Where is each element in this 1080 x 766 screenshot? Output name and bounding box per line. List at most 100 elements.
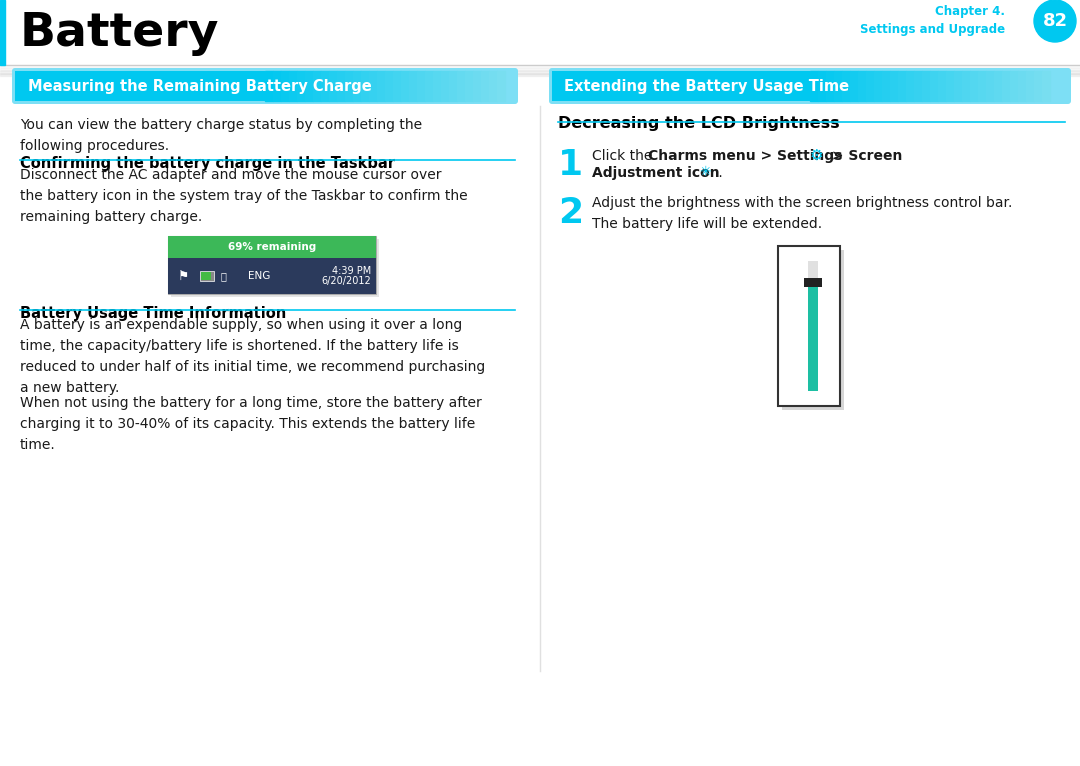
Bar: [143, 71, 148, 101]
Text: ✳: ✳: [699, 165, 711, 179]
Text: When not using the battery for a long time, store the battery after
charging it : When not using the battery for a long ti…: [21, 396, 482, 452]
Bar: [306, 71, 311, 101]
Bar: [489, 71, 497, 101]
Text: 82: 82: [1042, 12, 1067, 30]
Bar: [297, 71, 305, 101]
Bar: [962, 71, 970, 101]
Bar: [834, 71, 842, 101]
Bar: [191, 71, 195, 101]
Bar: [329, 71, 337, 101]
Bar: [85, 71, 90, 101]
Bar: [71, 71, 76, 101]
Text: > Screen: > Screen: [827, 149, 903, 163]
Bar: [345, 71, 353, 101]
Bar: [296, 71, 301, 101]
Bar: [313, 71, 321, 101]
Bar: [325, 71, 330, 101]
Text: Disconnect the AC adapter and move the mouse cursor over
the battery icon in the: Disconnect the AC adapter and move the m…: [21, 168, 468, 224]
Bar: [393, 71, 401, 101]
FancyBboxPatch shape: [549, 68, 1071, 104]
Bar: [401, 71, 409, 101]
Bar: [119, 71, 123, 101]
Bar: [369, 71, 377, 101]
Bar: [455, 71, 460, 101]
Bar: [76, 71, 80, 101]
Bar: [0, 64, 1080, 65]
Bar: [930, 71, 939, 101]
Text: 4:39 PM: 4:39 PM: [332, 266, 372, 276]
Bar: [474, 71, 478, 101]
Bar: [388, 71, 392, 101]
Bar: [201, 71, 205, 101]
Bar: [339, 71, 345, 101]
Bar: [441, 71, 449, 101]
Bar: [460, 71, 464, 101]
Bar: [914, 71, 922, 101]
Bar: [42, 71, 46, 101]
Bar: [90, 71, 95, 101]
Bar: [56, 71, 62, 101]
Bar: [1018, 71, 1026, 101]
Bar: [421, 71, 426, 101]
Bar: [114, 71, 119, 101]
Text: Adjustment icon: Adjustment icon: [592, 166, 719, 180]
Bar: [382, 71, 388, 101]
Bar: [186, 71, 191, 101]
Bar: [426, 71, 431, 101]
Bar: [168, 258, 376, 294]
Text: Confirming the battery charge in the Taskbar: Confirming the battery charge in the Tas…: [21, 156, 395, 171]
Bar: [1026, 71, 1034, 101]
Bar: [162, 71, 166, 101]
Bar: [210, 71, 215, 101]
Bar: [808, 261, 818, 283]
Bar: [219, 71, 225, 101]
Bar: [0, 67, 1080, 68]
Bar: [0, 71, 1080, 73]
Bar: [411, 71, 417, 101]
Bar: [402, 71, 407, 101]
Bar: [287, 71, 292, 101]
Bar: [906, 71, 914, 101]
Bar: [417, 71, 426, 101]
Bar: [368, 71, 374, 101]
Bar: [882, 71, 890, 101]
Bar: [315, 71, 321, 101]
Bar: [409, 71, 417, 101]
Bar: [874, 71, 882, 101]
Bar: [858, 71, 866, 101]
Bar: [133, 71, 138, 101]
Text: ⚙: ⚙: [810, 148, 824, 163]
Bar: [18, 71, 23, 101]
Bar: [397, 71, 402, 101]
Bar: [842, 71, 850, 101]
Bar: [426, 71, 433, 101]
Text: .: .: [714, 166, 723, 180]
Bar: [109, 71, 114, 101]
Text: 2: 2: [558, 196, 583, 230]
Text: Charms menu > Settings: Charms menu > Settings: [648, 149, 842, 163]
Bar: [970, 71, 978, 101]
Bar: [361, 71, 369, 101]
Bar: [465, 71, 473, 101]
Text: 🔊: 🔊: [221, 271, 227, 281]
Bar: [978, 71, 986, 101]
Bar: [778, 246, 840, 406]
Bar: [244, 71, 248, 101]
Bar: [810, 71, 818, 101]
Bar: [364, 71, 368, 101]
Bar: [66, 71, 71, 101]
Bar: [0, 68, 1080, 70]
Text: Chapter 4.
Settings and Upgrade: Chapter 4. Settings and Upgrade: [860, 5, 1005, 37]
Bar: [262, 71, 268, 101]
Bar: [808, 283, 818, 391]
Bar: [441, 71, 445, 101]
Bar: [148, 71, 152, 101]
Bar: [0, 73, 1080, 74]
Bar: [488, 71, 494, 101]
Text: Decreasing the LCD Brightness: Decreasing the LCD Brightness: [558, 116, 839, 131]
Bar: [152, 71, 158, 101]
Bar: [1010, 71, 1018, 101]
Text: 69% remaining: 69% remaining: [228, 242, 316, 252]
Bar: [804, 278, 822, 287]
Circle shape: [1034, 0, 1076, 42]
